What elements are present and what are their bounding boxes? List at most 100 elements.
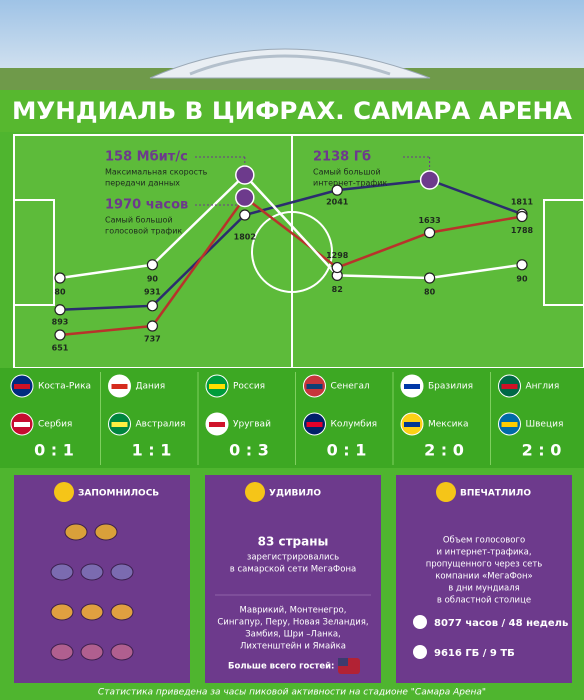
title: МУНДИАЛЬ В ЦИФРАХ. САМАРА АРЕНА — [12, 97, 572, 125]
flag-stripe — [404, 422, 420, 427]
point — [424, 227, 436, 239]
pictogram — [80, 643, 104, 661]
pictogram — [110, 603, 134, 621]
flag-stripe — [404, 384, 420, 389]
team-name: Англия — [526, 382, 560, 392]
annotation-value: 158 Мбит/с — [105, 150, 188, 165]
value-label: 737 — [144, 335, 161, 344]
score: 0 : 1 — [34, 441, 74, 460]
annotation-note: Максимальная скорость — [105, 168, 208, 177]
point — [424, 272, 436, 284]
peak-icon — [235, 187, 255, 208]
us-flag-canton — [338, 658, 348, 666]
footer: Статистика приведена за часы пиковой акт… — [98, 688, 486, 698]
stadium — [149, 48, 431, 79]
panel-title: ЗАПОМНИЛОСЬ — [78, 489, 159, 499]
score: 2 : 0 — [522, 441, 562, 460]
value-label: 80 — [54, 288, 66, 297]
point — [331, 261, 343, 274]
value-label: 1298 — [326, 251, 349, 260]
data-icon — [413, 645, 427, 659]
panel — [205, 475, 381, 683]
value-label: 1802 — [234, 233, 256, 242]
line — [59, 173, 523, 280]
point — [516, 210, 528, 223]
score: 0 : 1 — [327, 441, 367, 460]
panel-text: Замбия, Шри –Ланка, — [245, 630, 341, 640]
point — [146, 300, 158, 312]
score: 0 : 3 — [229, 441, 269, 460]
flag-stripe — [14, 384, 30, 389]
panel-text: пропущенного через сеть — [426, 560, 543, 570]
panel-text: Объем голосового — [443, 536, 525, 546]
panel-text: и интернет-трафика, — [436, 548, 531, 558]
point — [54, 329, 66, 341]
panel-title: УДИВИЛО — [269, 489, 321, 499]
grass — [0, 68, 584, 90]
value-label: 651 — [52, 344, 69, 353]
point — [146, 320, 158, 332]
annotation-note: интернет-трафик — [313, 179, 387, 188]
value-label: 1811 — [511, 198, 534, 207]
panel-text: в областной столице — [437, 596, 531, 606]
flag-stripe — [111, 384, 128, 389]
panel-stat: 9616 ГБ / 9 ТБ — [434, 648, 515, 659]
panel-icon — [245, 482, 265, 502]
pictogram — [110, 643, 134, 661]
panel-text: в дни мундиаля — [448, 584, 520, 594]
panel-text: Лихтенштейн и Ямайка — [240, 642, 346, 652]
team-name: Колумбия — [331, 420, 378, 430]
value-label: 80 — [424, 288, 436, 297]
line — [59, 178, 523, 312]
team-name: Сенегал — [331, 382, 370, 392]
team-name: Уругвай — [233, 420, 271, 430]
count: 83 страны — [258, 535, 329, 549]
stadium-rib — [189, 54, 391, 76]
value-label: 1788 — [511, 226, 534, 235]
pictogram — [94, 523, 118, 541]
value-label: 931 — [144, 287, 161, 296]
point — [54, 304, 66, 316]
panel-text: в самарской сети МегаФона — [230, 565, 356, 575]
phone-icon — [413, 615, 427, 629]
annotation-note: Самый большой — [313, 168, 381, 177]
value-label: 2041 — [326, 198, 349, 207]
team-name: Россия — [233, 382, 265, 392]
annotation-value: 2138 Гб — [313, 150, 371, 165]
title-band — [0, 90, 584, 132]
flag-stripe — [111, 422, 128, 427]
value-label: 893 — [52, 317, 69, 326]
value-label: 90 — [516, 274, 528, 283]
field-box — [543, 199, 584, 306]
pictogram — [80, 603, 104, 621]
panel-icon — [54, 482, 74, 502]
pictogram — [80, 563, 104, 581]
team-name: Бразилия — [428, 382, 473, 392]
score: 1 : 1 — [132, 441, 172, 460]
flag-stripe — [501, 384, 518, 389]
pictogram — [64, 523, 88, 541]
flag-stripe — [209, 384, 225, 389]
pictogram — [50, 603, 74, 621]
panel-text: Сингапур, Перу, Новая Зеландия, — [217, 618, 368, 628]
pictogram — [110, 563, 134, 581]
flag-stripe — [306, 422, 323, 427]
matches-band — [0, 368, 584, 468]
field — [13, 134, 584, 369]
panel-title: ВПЕЧАТЛИЛО — [460, 489, 531, 499]
pictogram — [50, 563, 74, 581]
point — [239, 209, 251, 221]
score: 2 : 0 — [424, 441, 464, 460]
flag-stripe — [209, 422, 225, 427]
value-label: 82 — [332, 285, 343, 294]
line — [59, 195, 523, 337]
team-name: Дания — [136, 382, 166, 392]
panel-text: зарегистрировались — [247, 553, 339, 563]
team-name: Швеция — [526, 420, 564, 430]
pictogram — [50, 643, 74, 661]
flag-stripe — [501, 422, 518, 427]
peak-icon — [419, 170, 440, 190]
field-circle — [251, 211, 333, 293]
point — [146, 259, 158, 271]
